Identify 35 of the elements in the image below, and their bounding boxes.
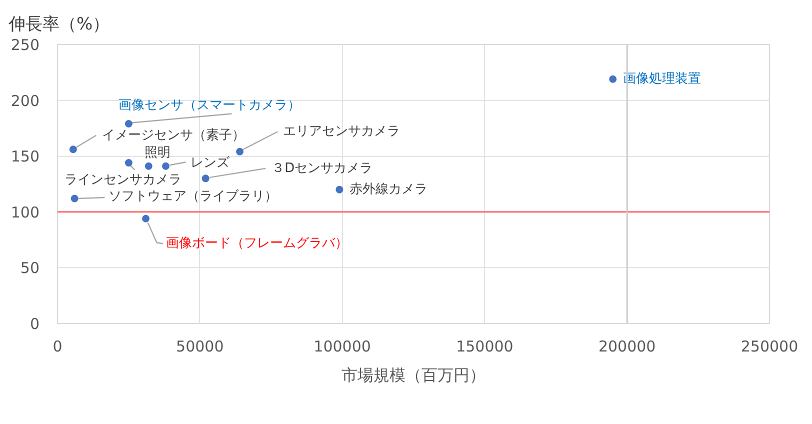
- point: [336, 186, 344, 194]
- x-axis-title: 市場規模（百万円）: [342, 366, 486, 384]
- annotation: エリアセンサカメラ: [282, 124, 400, 140]
- annotation: 画像センサ（スマートカメラ）: [118, 98, 301, 114]
- y-tick-label: 200: [10, 92, 40, 110]
- annotation: 照明: [144, 146, 171, 161]
- annotation: ３Dセンサカメラ: [272, 160, 373, 176]
- x-tick-label: 200000: [598, 338, 656, 356]
- point: [609, 75, 617, 83]
- x-tick-label: 100000: [314, 338, 371, 356]
- point: [144, 162, 152, 170]
- y-tick-label: 150: [10, 148, 40, 166]
- y-tick-label: 100: [10, 203, 40, 222]
- annotation: 赤外線カメラ: [349, 182, 428, 198]
- y-tick-label: 0: [30, 315, 40, 333]
- x-tick-label: 50000: [176, 338, 224, 356]
- annotation: イメージセンサ（素子）: [102, 128, 246, 143]
- x-tick-label: 0: [52, 338, 62, 356]
- annotation: ソフトウェア（ライブラリ）: [108, 189, 278, 204]
- point: [124, 159, 132, 167]
- point: [162, 162, 170, 170]
- y-tick-label: 50: [20, 259, 40, 278]
- x-tick-label: 250000: [740, 338, 798, 356]
- y-tick-label: 250: [10, 36, 40, 54]
- point: [142, 214, 150, 222]
- annotation: レンズ: [190, 156, 231, 171]
- point: [124, 120, 132, 128]
- annotation: ラインセンサカメラ: [64, 172, 182, 188]
- x-tick-label: 150000: [456, 338, 514, 356]
- point: [70, 194, 78, 202]
- point: [69, 146, 77, 154]
- point: [236, 148, 244, 156]
- point: [202, 174, 210, 182]
- annotation: 画像ボード（フレームグラバ）: [166, 236, 348, 252]
- y-axis-title: 伸長率（%）: [8, 14, 110, 34]
